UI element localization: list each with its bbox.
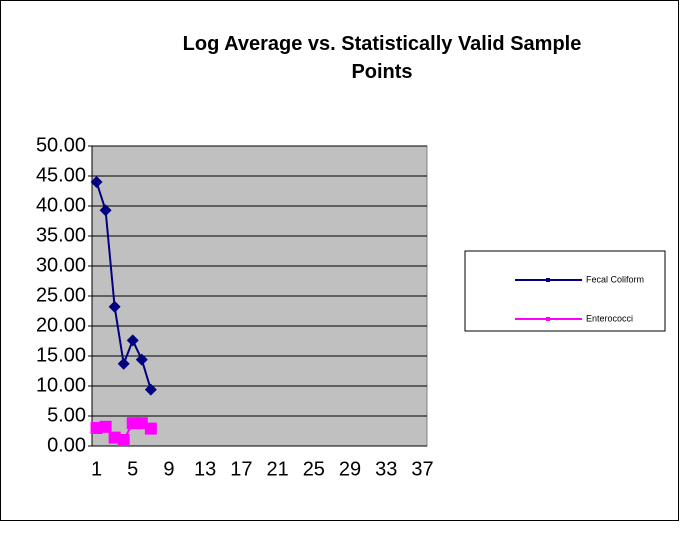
y-tick-label: 5.00 [47, 404, 86, 426]
y-tick-label: 25.00 [36, 284, 86, 306]
data-point [108, 300, 121, 313]
y-tick-label: 0.00 [47, 434, 86, 456]
x-tick-label: 25 [303, 458, 325, 480]
title-line: Points [351, 61, 412, 83]
y-tick-label: 35.00 [36, 224, 86, 246]
x-tick-label: 21 [266, 458, 288, 480]
x-tick-label: 17 [230, 458, 252, 480]
data-point [99, 420, 112, 433]
y-tick-label: 15.00 [36, 344, 86, 366]
x-tick-label: 37 [411, 458, 433, 480]
data-point [90, 176, 103, 188]
y-tick-label: 20.00 [36, 314, 86, 336]
x-tick-label: 13 [194, 458, 216, 480]
data-point [90, 422, 103, 434]
y-tick-label: 45.00 [36, 164, 86, 186]
data-point [117, 434, 130, 446]
legend-box [464, 250, 666, 332]
data-point [135, 353, 148, 366]
data-point [117, 357, 130, 370]
x-tick-label: 33 [375, 458, 397, 480]
legend: Fecal Coliform Enterococci [464, 250, 666, 332]
title-line: Log Average vs. Statistically Valid Samp… [183, 33, 582, 55]
y-tick-label: 10.00 [36, 374, 86, 396]
legend-marker [546, 317, 550, 321]
legend-label: Enterococci [586, 313, 633, 323]
data-point [126, 417, 139, 430]
x-tick-label: 5 [127, 458, 138, 480]
data-point [144, 422, 157, 435]
legend-label: Fecal Coliform [586, 274, 644, 284]
x-tick-label: 1 [91, 458, 102, 480]
data-point [126, 334, 139, 347]
chart-title: Log Average vs. Statistically Valid Samp… [183, 33, 582, 83]
data-point [135, 417, 148, 430]
y-tick-label: 50.00 [36, 134, 86, 156]
x-tick-label: 29 [339, 458, 361, 480]
legend-marker [546, 278, 550, 282]
data-point [144, 383, 157, 396]
data-point [108, 431, 121, 444]
x-tick-label: 9 [163, 458, 174, 480]
data-point [99, 204, 112, 217]
y-tick-label: 30.00 [36, 254, 86, 276]
y-tick-label: 40.00 [36, 194, 86, 216]
